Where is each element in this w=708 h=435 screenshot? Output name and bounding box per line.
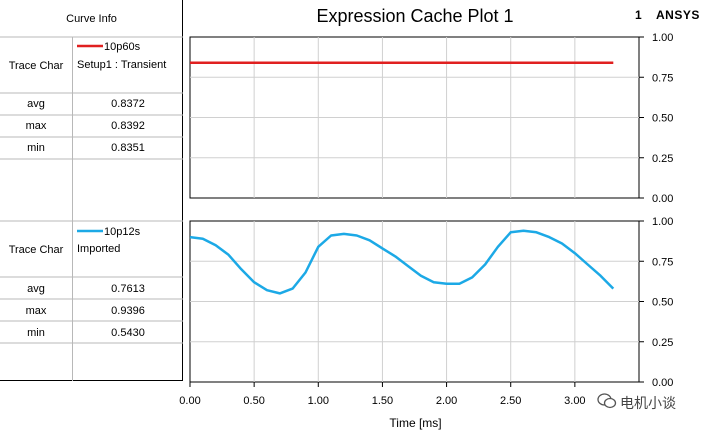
stat-label-max: max [25, 305, 47, 317]
watermark-text: 电机小谈 [620, 395, 676, 411]
curve-info-panel: Curve Info Trace Char 10p60s Setup1 : Tr… [0, 0, 183, 381]
y-tick-label: 1.00 [652, 216, 673, 228]
stat-value-max: 0.8392 [111, 120, 145, 132]
stat-label-min: min [27, 142, 45, 154]
stat-value-avg: 0.7613 [111, 283, 145, 295]
y-tick-label: 0.75 [652, 72, 673, 84]
trace-char-label: Trace Char [8, 60, 64, 72]
stat-value-avg: 0.8372 [111, 98, 145, 110]
y-tick-label: 0.75 [652, 256, 673, 268]
wechat-icon [597, 393, 617, 409]
stat-label-avg: avg [27, 283, 45, 295]
y-tick-label: 0.50 [652, 113, 673, 125]
x-axis-label: Time [ms] [389, 416, 441, 430]
x-tick-label: 0.00 [179, 395, 200, 407]
y-tick-label: 0.25 [652, 153, 673, 165]
stat-label-avg: avg [27, 98, 45, 110]
y-tick-label: 1.00 [652, 32, 673, 44]
stat-label-max: max [25, 120, 47, 132]
curve-info-grid [0, 36, 183, 381]
trace-source: Imported [77, 243, 121, 255]
ansys-logo: ANSYS [656, 8, 700, 22]
trace-source: Setup1 : Transient [77, 59, 167, 71]
x-tick-label: 1.50 [372, 395, 393, 407]
y-tick-label: 0.25 [652, 337, 673, 349]
y-tick-label: 0.00 [652, 377, 673, 389]
x-tick-label: 0.50 [243, 395, 264, 407]
stat-value-min: 0.5430 [111, 327, 145, 339]
stat-value-min: 0.8351 [111, 142, 145, 154]
curve-info-header: Curve Info [66, 13, 117, 25]
stat-label-min: min [27, 327, 45, 339]
series-line-10p12s [189, 229, 615, 295]
x-tick-label: 3.00 [564, 395, 585, 407]
plot-number: 1 [635, 8, 643, 22]
trace-name: 10p12s [104, 226, 141, 238]
y-tick-label: 0.00 [652, 193, 673, 205]
y-tick-label: 0.50 [652, 297, 673, 309]
x-tick-label: 1.00 [308, 395, 329, 407]
x-tick-label: 2.50 [500, 395, 521, 407]
stat-value-max: 0.9396 [111, 305, 145, 317]
trace-char-label: Trace Char [8, 244, 64, 256]
x-tick-label: 2.00 [436, 395, 457, 407]
plot-title: Expression Cache Plot 1 [316, 6, 514, 26]
trace-name: 10p60s [104, 41, 141, 53]
